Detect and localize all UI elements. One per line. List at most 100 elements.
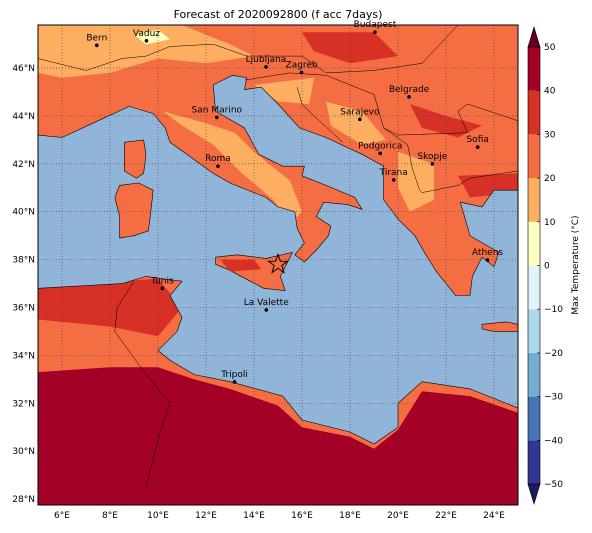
lat-tick-label: 44°N <box>12 112 35 122</box>
city-label: Budapest <box>354 20 397 30</box>
city-label: Sofia <box>466 135 488 145</box>
colorbar-tick-label: 0 <box>544 262 550 272</box>
city-dot <box>391 178 396 182</box>
city-label: La Valette <box>244 298 289 308</box>
city-dot <box>299 70 304 75</box>
city-dot <box>378 151 383 156</box>
lon-tick-label: 12°E <box>195 511 217 521</box>
colorbar-tick-label: −50 <box>544 480 563 490</box>
lat-tick-label: 42°N <box>12 160 35 170</box>
city-dot <box>475 145 480 149</box>
colorbar-bin <box>528 352 540 397</box>
city-label: Podgorica <box>358 141 402 151</box>
colorbar-bin <box>528 309 540 353</box>
city-dot <box>95 43 99 48</box>
temp-area <box>398 151 434 212</box>
border <box>244 72 518 193</box>
lat-tick-label: 34°N <box>12 351 35 361</box>
temp-area <box>38 25 254 78</box>
lon-tick-label: 24°E <box>483 511 505 521</box>
colorbar-bin <box>528 396 540 441</box>
lat-tick-label: 28°N <box>12 495 35 505</box>
city-label: Bern <box>86 33 107 43</box>
lon-tick-label: 8°E <box>102 511 118 521</box>
colorbar-tick-label: 40 <box>544 87 556 97</box>
title: Forecast of 2020092800 (f acc 7days) <box>174 8 383 21</box>
city-dot <box>215 115 219 120</box>
temp-area <box>302 32 398 64</box>
lon-tick-label: 20°E <box>387 511 409 521</box>
city-label: Roma <box>205 154 231 164</box>
city-label: Tunis <box>150 276 174 286</box>
colorbar-under <box>527 483 541 506</box>
colorbar-tick-label: 20 <box>544 174 556 184</box>
border <box>296 87 343 143</box>
city-dot <box>160 286 165 291</box>
lat-tick-label: 38°N <box>12 256 35 266</box>
lon-tick-label: 10°E <box>147 511 169 521</box>
city-dot <box>144 39 149 43</box>
city-label: Zagreb <box>285 61 317 71</box>
city-dot <box>216 164 220 169</box>
colorbar-bin <box>528 47 540 91</box>
lon-tick-label: 18°E <box>339 511 361 521</box>
city-dot <box>430 162 435 166</box>
colorbar: −50 −40 −30 −20 −10 0 10 20 30 40 50 <box>527 25 563 506</box>
lon-tick-label: 6°E <box>54 511 70 521</box>
lat-tick-label: 36°N <box>12 303 35 313</box>
colorbar-tick-label: 50 <box>544 43 556 53</box>
colorbar-label: Max Temperature (°C) <box>571 215 581 314</box>
city-label: Tripoli <box>220 370 248 380</box>
city-label: Vaduz <box>133 29 160 39</box>
city-label: Tirana <box>379 168 408 178</box>
colorbar-tick-label: −20 <box>544 349 563 359</box>
lat-tick-label: 46°N <box>12 64 35 74</box>
temp-area <box>38 367 518 505</box>
colorbar-bin <box>528 90 540 135</box>
colorbar-tick-label: 30 <box>544 130 556 140</box>
city-dot <box>232 380 237 384</box>
lon-tick-label: 16°E <box>291 511 313 521</box>
island <box>114 182 154 239</box>
map: 6°E 8°E 10°E 12°E 14°E 16°E 18°E 20°E 22°E 24°E 28… <box>12 20 519 521</box>
lat-tick-label: 32°N <box>12 399 35 409</box>
colorbar-tick-label: −10 <box>544 305 563 315</box>
temp-area <box>134 29 170 45</box>
colorbar-bin <box>528 134 540 179</box>
colorbar-tick-label: −40 <box>544 436 563 446</box>
city-dot <box>264 65 268 69</box>
temp-area <box>410 104 482 138</box>
city-label: Belgrade <box>389 85 430 95</box>
border <box>383 103 518 136</box>
city-label: Skopje <box>417 152 447 162</box>
colorbar-bin <box>528 178 540 222</box>
city-label: Athens <box>472 248 503 258</box>
colorbar-bin <box>528 440 540 484</box>
city-label: Ljubljana <box>246 55 287 65</box>
star-marker <box>267 252 289 274</box>
colorbar-bin <box>528 265 540 310</box>
city-dot <box>358 117 362 122</box>
city-label: San Marino <box>192 105 243 115</box>
lat-tick-label: 40°N <box>12 208 35 218</box>
temp-area <box>326 101 386 145</box>
map-frame <box>37 24 519 506</box>
island <box>124 139 147 179</box>
city-label: Sarajevo <box>340 107 380 117</box>
city-dot <box>373 30 377 34</box>
border <box>38 25 459 74</box>
colorbar-tick-label: 10 <box>544 218 556 228</box>
island <box>481 321 518 332</box>
colorbar-tick-label: −30 <box>544 393 563 403</box>
island-warm <box>220 259 262 272</box>
city-dot <box>407 95 411 99</box>
colorbar-over <box>527 25 541 48</box>
colorbar-bin <box>528 221 540 266</box>
temp-area <box>254 77 314 104</box>
city-dot <box>485 258 490 262</box>
lat-tick-label: 30°N <box>12 447 35 457</box>
lon-tick-label: 14°E <box>243 511 265 521</box>
city-dot <box>264 308 269 312</box>
lon-tick-label: 22°E <box>435 511 457 521</box>
